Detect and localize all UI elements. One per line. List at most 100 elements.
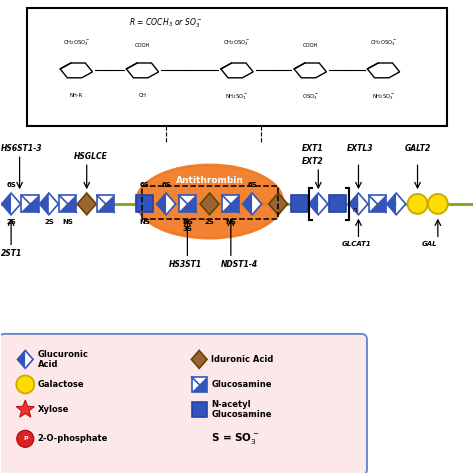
Text: NS
3S: NS 3S — [182, 219, 193, 232]
Text: OH: OH — [138, 92, 146, 98]
Polygon shape — [191, 377, 207, 392]
Text: 6S: 6S — [140, 182, 150, 188]
Polygon shape — [318, 193, 328, 215]
Text: Glucosamine: Glucosamine — [211, 380, 272, 389]
Text: NDST1-4: NDST1-4 — [220, 260, 257, 269]
Text: S = SO$_3^-$: S = SO$_3^-$ — [211, 431, 260, 447]
Bar — [328, 195, 346, 212]
Text: EXT2: EXT2 — [302, 157, 324, 166]
Polygon shape — [49, 193, 58, 215]
Polygon shape — [60, 63, 92, 78]
Polygon shape — [166, 193, 175, 215]
Text: COOH: COOH — [302, 43, 318, 48]
Text: HS3ST1: HS3ST1 — [168, 260, 201, 269]
Text: R = COCH$_3$ or SO$_3^-$: R = COCH$_3$ or SO$_3^-$ — [129, 16, 203, 30]
Bar — [191, 402, 207, 417]
Circle shape — [17, 430, 34, 447]
Polygon shape — [18, 350, 25, 368]
Polygon shape — [77, 193, 96, 215]
Text: NS: NS — [63, 219, 73, 225]
Text: 2S: 2S — [6, 219, 16, 225]
Text: COOH: COOH — [135, 43, 150, 48]
Polygon shape — [97, 195, 114, 212]
Text: NH$_2$SO$_3^-$: NH$_2$SO$_3^-$ — [372, 92, 395, 102]
Text: N-acetyl
Glucosamine: N-acetyl Glucosamine — [211, 400, 272, 419]
Polygon shape — [369, 195, 386, 212]
Polygon shape — [25, 350, 33, 368]
Text: NH$_2$SO$_3^-$: NH$_2$SO$_3^-$ — [225, 92, 249, 102]
Text: GAL: GAL — [421, 241, 437, 247]
Polygon shape — [126, 63, 159, 78]
Ellipse shape — [137, 165, 283, 238]
FancyBboxPatch shape — [0, 334, 367, 474]
Polygon shape — [1, 193, 11, 215]
Text: CH$_2$OSO$_3^-$: CH$_2$OSO$_3^-$ — [370, 39, 397, 48]
Polygon shape — [358, 193, 368, 215]
Polygon shape — [222, 195, 239, 212]
Text: Iduronic Acid: Iduronic Acid — [211, 355, 274, 364]
Polygon shape — [21, 195, 38, 212]
Polygon shape — [179, 195, 196, 212]
Bar — [191, 377, 207, 392]
Polygon shape — [200, 193, 219, 215]
Bar — [137, 195, 154, 212]
Polygon shape — [387, 193, 396, 215]
Text: NH-R: NH-R — [70, 92, 83, 98]
Text: HSGLCE: HSGLCE — [74, 152, 108, 161]
Polygon shape — [396, 193, 406, 215]
Text: Glucuronic
Acid: Glucuronic Acid — [37, 350, 89, 369]
Text: NS: NS — [226, 219, 237, 225]
Text: 6S: 6S — [247, 182, 257, 188]
Polygon shape — [59, 195, 76, 212]
Bar — [179, 195, 196, 212]
Circle shape — [16, 375, 34, 393]
Text: EXTL3: EXTL3 — [346, 144, 373, 153]
Bar — [27, 8, 447, 126]
Text: 2-O-phosphate: 2-O-phosphate — [37, 434, 108, 443]
Text: CH$_2$OSO$_3^-$: CH$_2$OSO$_3^-$ — [63, 39, 90, 48]
Bar — [222, 195, 239, 212]
Text: Galactose: Galactose — [37, 380, 84, 389]
Text: HS6ST1-3: HS6ST1-3 — [0, 144, 42, 153]
Bar — [291, 195, 308, 212]
Text: GALT2: GALT2 — [405, 144, 431, 153]
Polygon shape — [243, 193, 252, 215]
Circle shape — [408, 194, 428, 214]
Text: 2ST1: 2ST1 — [0, 249, 22, 258]
Bar — [21, 195, 38, 212]
Polygon shape — [16, 400, 34, 417]
Text: EXT1: EXT1 — [302, 144, 324, 153]
Text: CH$_2$OSO$_3^-$: CH$_2$OSO$_3^-$ — [223, 39, 251, 48]
Circle shape — [428, 194, 448, 214]
Polygon shape — [222, 195, 239, 212]
Polygon shape — [97, 195, 114, 212]
Text: 6S: 6S — [6, 182, 16, 188]
Text: NS: NS — [139, 219, 150, 225]
Polygon shape — [191, 377, 207, 392]
Polygon shape — [156, 193, 166, 215]
Text: GLCAT1: GLCAT1 — [342, 241, 372, 247]
Polygon shape — [11, 193, 20, 215]
Polygon shape — [309, 193, 318, 215]
Polygon shape — [191, 350, 207, 368]
Text: Xylose: Xylose — [37, 405, 69, 414]
Polygon shape — [349, 193, 358, 215]
Polygon shape — [367, 63, 400, 78]
Text: 2S: 2S — [205, 219, 214, 225]
Text: Antithrombin: Antithrombin — [176, 176, 244, 185]
Bar — [97, 195, 114, 212]
Text: $_n$: $_n$ — [352, 205, 358, 215]
Polygon shape — [369, 195, 386, 212]
Polygon shape — [179, 195, 196, 212]
Polygon shape — [59, 195, 76, 212]
Polygon shape — [294, 63, 327, 78]
Polygon shape — [269, 193, 288, 215]
Polygon shape — [21, 195, 38, 212]
Text: 6S: 6S — [161, 182, 171, 188]
Text: OSO$_3^-$: OSO$_3^-$ — [301, 92, 319, 102]
Polygon shape — [39, 193, 49, 215]
Text: 2S: 2S — [44, 219, 54, 225]
Bar — [369, 195, 386, 212]
Polygon shape — [252, 193, 262, 215]
Bar — [59, 195, 76, 212]
